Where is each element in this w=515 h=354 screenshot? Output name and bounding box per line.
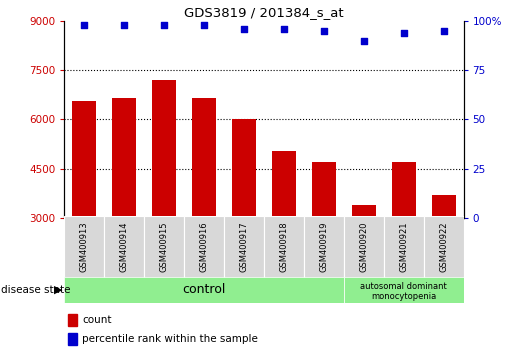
- Point: [200, 22, 208, 28]
- Text: GSM400913: GSM400913: [80, 222, 89, 272]
- Text: GSM400916: GSM400916: [200, 222, 209, 272]
- Bar: [344, 216, 384, 278]
- Point: [160, 22, 168, 28]
- Point: [120, 22, 128, 28]
- Bar: [392, 162, 416, 218]
- Bar: [152, 80, 176, 218]
- Bar: [232, 119, 256, 218]
- Title: GDS3819 / 201384_s_at: GDS3819 / 201384_s_at: [184, 6, 344, 19]
- Point: [80, 22, 89, 28]
- Point: [359, 38, 368, 44]
- Bar: [264, 216, 304, 278]
- Bar: [312, 162, 336, 218]
- Bar: [384, 216, 423, 278]
- Bar: [68, 333, 77, 346]
- Bar: [432, 195, 455, 218]
- Bar: [272, 150, 296, 218]
- Point: [280, 26, 288, 32]
- Text: GSM400922: GSM400922: [439, 222, 448, 272]
- Bar: [344, 277, 464, 303]
- Bar: [64, 277, 344, 303]
- Text: ▶: ▶: [54, 285, 62, 295]
- Text: disease state: disease state: [1, 285, 71, 295]
- Text: autosomal dominant: autosomal dominant: [360, 281, 447, 291]
- Bar: [184, 216, 224, 278]
- Text: control: control: [182, 284, 226, 296]
- Point: [439, 28, 448, 34]
- Text: GSM400915: GSM400915: [160, 222, 168, 272]
- Bar: [304, 216, 344, 278]
- Point: [400, 30, 408, 36]
- Bar: [68, 314, 77, 326]
- Bar: [104, 216, 144, 278]
- Bar: [352, 205, 375, 218]
- Text: monocytopenia: monocytopenia: [371, 292, 436, 301]
- Text: GSM400918: GSM400918: [280, 222, 288, 272]
- Text: GSM400917: GSM400917: [239, 222, 248, 272]
- Text: GSM400921: GSM400921: [399, 222, 408, 272]
- Text: GSM400914: GSM400914: [120, 222, 129, 272]
- Text: percentile rank within the sample: percentile rank within the sample: [82, 335, 258, 344]
- Point: [240, 26, 248, 32]
- Bar: [144, 216, 184, 278]
- Bar: [72, 102, 96, 218]
- Bar: [224, 216, 264, 278]
- Text: GSM400919: GSM400919: [319, 222, 328, 272]
- Bar: [64, 216, 104, 278]
- Bar: [423, 216, 464, 278]
- Point: [320, 28, 328, 34]
- Bar: [192, 98, 216, 218]
- Text: count: count: [82, 315, 111, 325]
- Bar: [112, 98, 136, 218]
- Text: GSM400920: GSM400920: [359, 222, 368, 272]
